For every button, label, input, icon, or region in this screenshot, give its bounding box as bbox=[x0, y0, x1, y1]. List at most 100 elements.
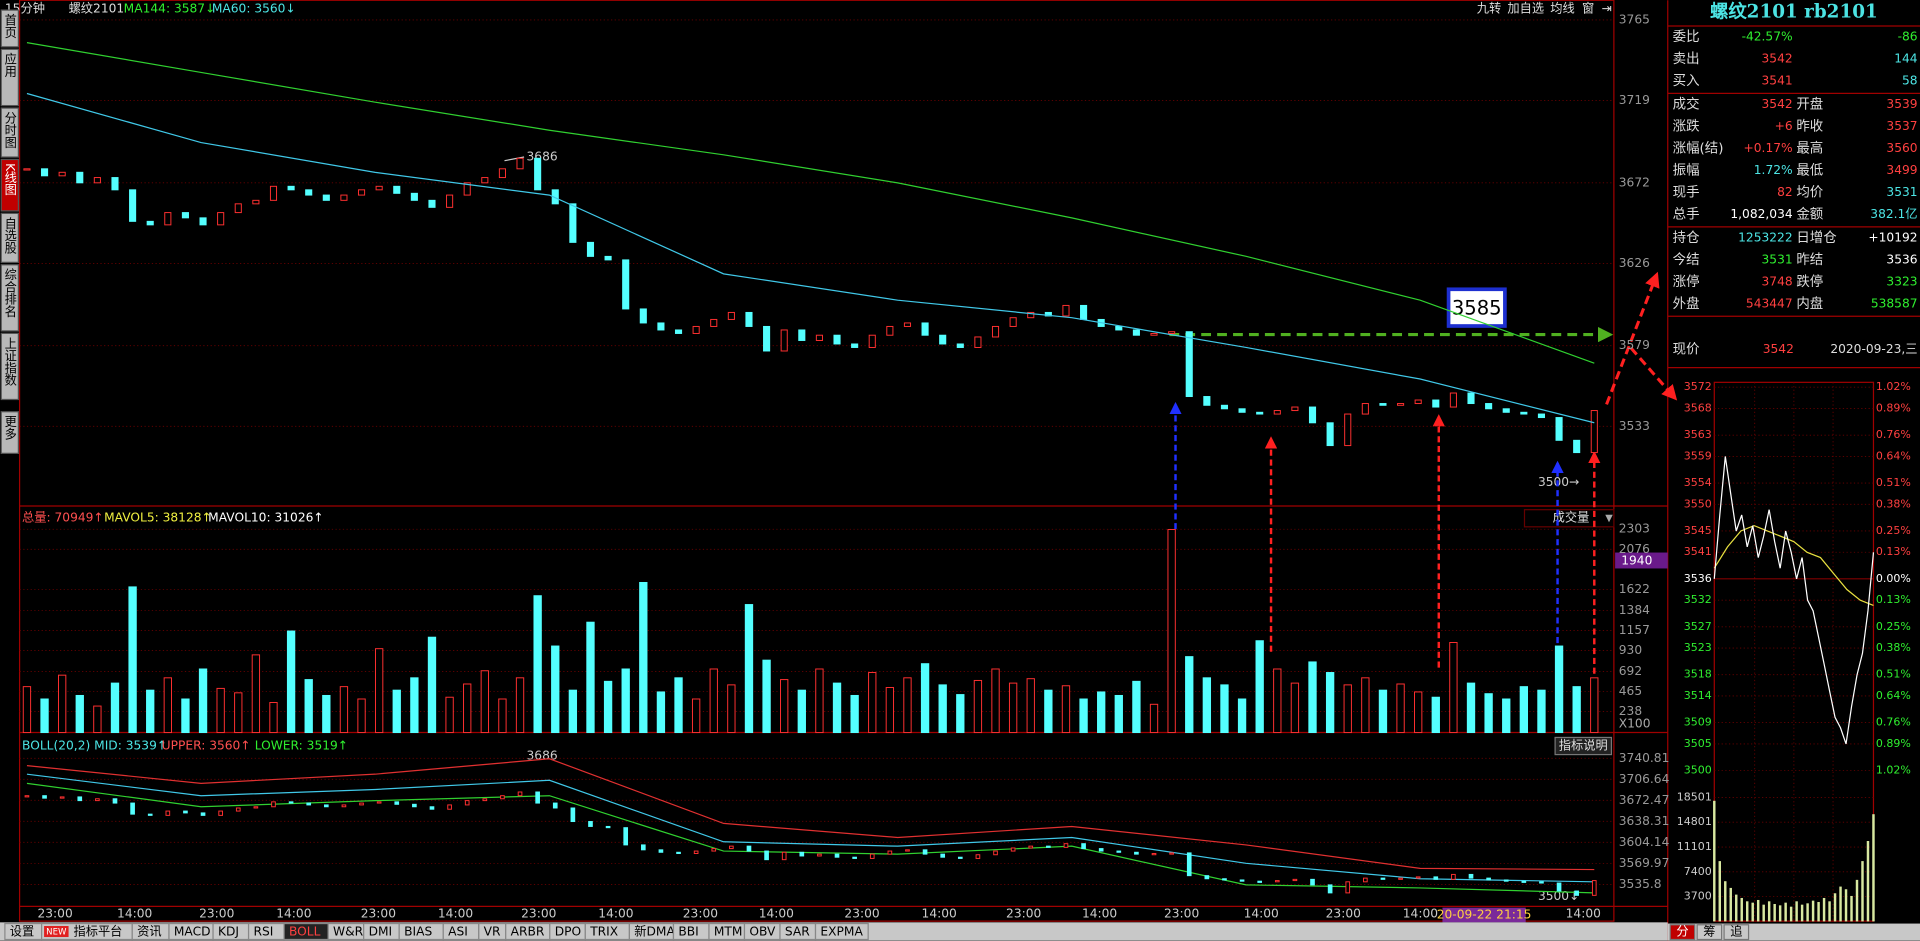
quote-label: 跌停 bbox=[1796, 273, 1823, 290]
bottom-tab-label[interactable]: DPO bbox=[555, 925, 581, 939]
exit-icon[interactable]: ⇥ bbox=[1602, 1, 1612, 15]
bottom-tab-label[interactable]: ARBR bbox=[511, 925, 545, 939]
bottom-tab-label[interactable]: 指标平台 bbox=[73, 924, 122, 939]
volume-label[interactable]: 成交量 bbox=[1553, 510, 1590, 525]
candle bbox=[1537, 413, 1546, 419]
sidebar-tab[interactable] bbox=[0, 332, 19, 401]
candle bbox=[1433, 876, 1439, 880]
bottom-tab-label[interactable]: W&R bbox=[333, 925, 364, 939]
bottom-tab-label[interactable]: MTM bbox=[714, 925, 743, 939]
candle bbox=[359, 802, 364, 806]
sidebar-tab[interactable] bbox=[0, 158, 19, 212]
quote-value: -42.57% bbox=[1742, 30, 1793, 44]
candle bbox=[1080, 304, 1088, 320]
quote-label: 涨停 bbox=[1673, 273, 1700, 290]
boll-mid: BOLL(20,2) MID: 3539↑ bbox=[22, 739, 167, 753]
bottom-tab-label[interactable]: BBI bbox=[678, 925, 698, 939]
intraday-volume-bar bbox=[1713, 800, 1716, 922]
sidebar-tab[interactable] bbox=[0, 9, 19, 48]
toolbar-button[interactable]: 均线 bbox=[1550, 1, 1574, 15]
candle bbox=[1169, 852, 1174, 855]
bottom-tab-label[interactable]: 新DMA bbox=[634, 924, 675, 939]
boll-tick-label: 3535.8 bbox=[1619, 877, 1662, 891]
volume-bar bbox=[1008, 682, 1018, 734]
candle bbox=[905, 849, 910, 852]
intraday-tab-label[interactable]: 追 bbox=[1730, 924, 1742, 939]
sidebar-tab-label[interactable]: 上证指数 bbox=[3, 337, 17, 387]
candle bbox=[235, 807, 241, 812]
intraday-volume-bar bbox=[1784, 902, 1787, 922]
bottom-tab-label[interactable]: DMI bbox=[369, 925, 393, 939]
bottom-tab-label[interactable]: KDJ bbox=[218, 925, 239, 939]
intraday-tab[interactable] bbox=[1723, 924, 1750, 941]
bottom-tab-label[interactable]: 资讯 bbox=[137, 925, 161, 939]
candle bbox=[1168, 331, 1176, 334]
toolbar-button[interactable]: 加自选 bbox=[1507, 1, 1544, 15]
sidebar-tab-label[interactable]: 自选股 bbox=[3, 217, 17, 254]
intraday-tab-label[interactable]: 筹 bbox=[1703, 925, 1715, 939]
volume-bar bbox=[322, 694, 331, 734]
volume-bar bbox=[762, 659, 771, 734]
intraday-tab-label[interactable]: 分 bbox=[1676, 925, 1688, 939]
volume-bar bbox=[410, 677, 419, 734]
intraday-pct-label: 0.64% bbox=[1876, 449, 1911, 462]
intraday-volume-bar bbox=[1762, 904, 1765, 922]
candle bbox=[164, 212, 172, 226]
sidebar-tab[interactable] bbox=[0, 212, 19, 263]
candle bbox=[586, 241, 595, 257]
quote-label: 昨结 bbox=[1796, 252, 1823, 268]
indicator-help[interactable]: 指标说明 bbox=[1559, 738, 1608, 753]
bottom-tab-label[interactable]: EXPMA bbox=[820, 925, 863, 939]
intraday-tab[interactable] bbox=[1696, 924, 1723, 941]
candle bbox=[1292, 878, 1298, 882]
quote-label: 持仓 bbox=[1673, 230, 1700, 246]
sidebar-tab-label[interactable]: 应用 bbox=[3, 52, 17, 78]
toolbar-button[interactable]: 窗 bbox=[1582, 1, 1594, 15]
x-tick-label: 14:00 bbox=[922, 906, 957, 920]
bottom-tab-label[interactable]: ASI bbox=[448, 925, 468, 939]
sidebar-tab[interactable] bbox=[0, 264, 19, 332]
volume-bar bbox=[1114, 694, 1123, 734]
candle bbox=[130, 802, 135, 815]
bottom-tab-label[interactable]: TRIX bbox=[589, 925, 618, 939]
candle bbox=[77, 796, 83, 802]
bottom-tab-label[interactable]: BOLL bbox=[289, 925, 321, 939]
sidebar-tab[interactable] bbox=[0, 48, 19, 107]
sidebar-tab-label[interactable]: 更多 bbox=[3, 415, 17, 440]
bottom-tab-label[interactable]: MACD bbox=[174, 925, 211, 939]
candle bbox=[446, 194, 454, 208]
candle bbox=[271, 801, 276, 808]
intraday-volume-bar bbox=[1828, 901, 1831, 922]
sidebar-tab-label[interactable]: K线图 bbox=[3, 163, 17, 196]
candle bbox=[1028, 845, 1034, 849]
projection-arrow bbox=[1605, 271, 1660, 405]
bottom-tab-label[interactable]: OBV bbox=[749, 925, 776, 939]
indicator-help-button[interactable] bbox=[1554, 736, 1613, 756]
dropdown-icon[interactable]: ▼ bbox=[1605, 513, 1613, 524]
toolbar-button[interactable]: 九转 bbox=[1477, 0, 1501, 15]
bottom-tab[interactable] bbox=[814, 922, 869, 941]
bottom-tab-label[interactable]: SAR bbox=[785, 925, 810, 939]
intraday-tab[interactable] bbox=[1669, 924, 1696, 941]
volume-dropdown[interactable] bbox=[1523, 509, 1615, 528]
candle bbox=[817, 853, 822, 857]
intraday-price-tick: 3572 bbox=[1684, 380, 1712, 393]
candle bbox=[868, 334, 876, 348]
bottom-tab-label[interactable]: 设置 bbox=[10, 925, 34, 939]
candle bbox=[851, 343, 859, 348]
sidebar-tab[interactable] bbox=[0, 411, 19, 454]
x-tick-label: 23:00 bbox=[844, 906, 879, 920]
sidebar-tab-label[interactable]: 综合排名 bbox=[3, 268, 17, 317]
volume-bar bbox=[744, 604, 754, 734]
x-tick-label: 23:00 bbox=[1164, 906, 1199, 920]
bottom-tab-label[interactable]: BIAS bbox=[404, 925, 432, 939]
sidebar-tab-label[interactable]: 分时图 bbox=[3, 111, 17, 148]
candle bbox=[1485, 403, 1493, 410]
candle bbox=[482, 798, 488, 802]
bottom-tab-label[interactable]: RSI bbox=[253, 925, 273, 939]
bottom-tab-label[interactable]: VR bbox=[484, 925, 501, 939]
quote-value: 3531 bbox=[1886, 185, 1917, 199]
sidebar-tab[interactable] bbox=[0, 107, 19, 158]
volume-bar bbox=[1290, 682, 1300, 734]
sidebar-tab-label[interactable]: 首页 bbox=[3, 14, 17, 39]
